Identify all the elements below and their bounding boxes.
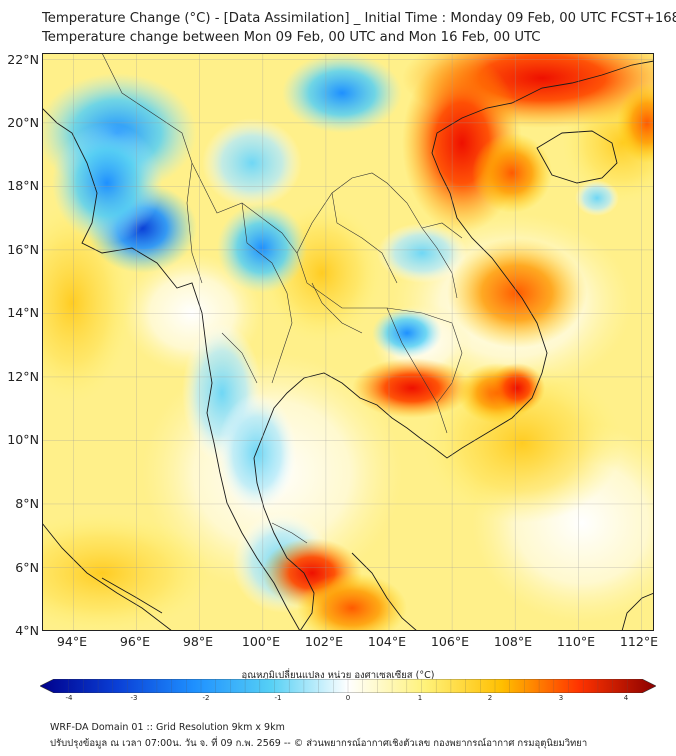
lon-label-110e: 110°E <box>556 634 596 649</box>
chart-title: Temperature Change (°C) - [Data Assimila… <box>42 11 676 26</box>
lat-label-10n: 10°N <box>7 432 39 447</box>
colorbar-tick-minus4: -4 <box>65 694 73 702</box>
lat-label-4n: 4°N <box>15 623 39 638</box>
temperature-field <box>42 53 654 631</box>
colorbar-tick-0: 0 <box>345 694 351 702</box>
lat-label-12n: 12°N <box>7 369 39 384</box>
coastlines <box>42 60 654 631</box>
colorbar-tick-4: 4 <box>623 694 629 702</box>
lat-label-18n: 18°N <box>7 178 39 193</box>
colorbar-tick-minus2: -2 <box>202 694 210 702</box>
lat-label-6n: 6°N <box>15 560 39 575</box>
lon-label-98e: 98°E <box>182 634 214 649</box>
lon-label-108e: 108°E <box>493 634 533 649</box>
colorbar-tick-3: 3 <box>558 694 564 702</box>
lon-label-100e: 100°E <box>241 634 281 649</box>
country-borders <box>101 53 463 544</box>
map-border <box>42 53 654 631</box>
lon-label-112e: 112°E <box>619 634 659 649</box>
lat-label-8n: 8°N <box>15 496 39 511</box>
lat-label-20n: 20°N <box>7 115 39 130</box>
lon-label-94e: 94°E <box>56 634 88 649</box>
gridlines <box>42 53 654 631</box>
footer-model-info: WRF-DA Domain 01 :: Grid Resolution 9km … <box>50 722 285 733</box>
colorbar-tick-1: 1 <box>417 694 423 702</box>
temperature-change-map <box>42 53 654 631</box>
colorbar <box>40 679 656 693</box>
lon-label-96e: 96°E <box>119 634 151 649</box>
lat-label-22n: 22°N <box>7 52 39 67</box>
lon-label-102e: 102°E <box>304 634 344 649</box>
lat-label-14n: 14°N <box>7 305 39 320</box>
colorbar-tick-minus1: -1 <box>274 694 282 702</box>
footer-credit: ปรับปรุงข้อมูล ณ เวลา 07:00น. วัน จ. ที่… <box>50 738 588 749</box>
colorbar-tick-2: 2 <box>487 694 493 702</box>
chart-subtitle: Temperature change between Mon 09 Feb, 0… <box>42 30 541 45</box>
colorbar-title: อุณหภูมิเปลี่ยนแปลง หน่วย องศาเซลเซียส (… <box>241 670 435 681</box>
lat-label-16n: 16°N <box>7 242 39 257</box>
lon-label-106e: 106°E <box>430 634 470 649</box>
colorbar-tick-minus3: -3 <box>130 694 138 702</box>
lon-label-104e: 104°E <box>367 634 407 649</box>
